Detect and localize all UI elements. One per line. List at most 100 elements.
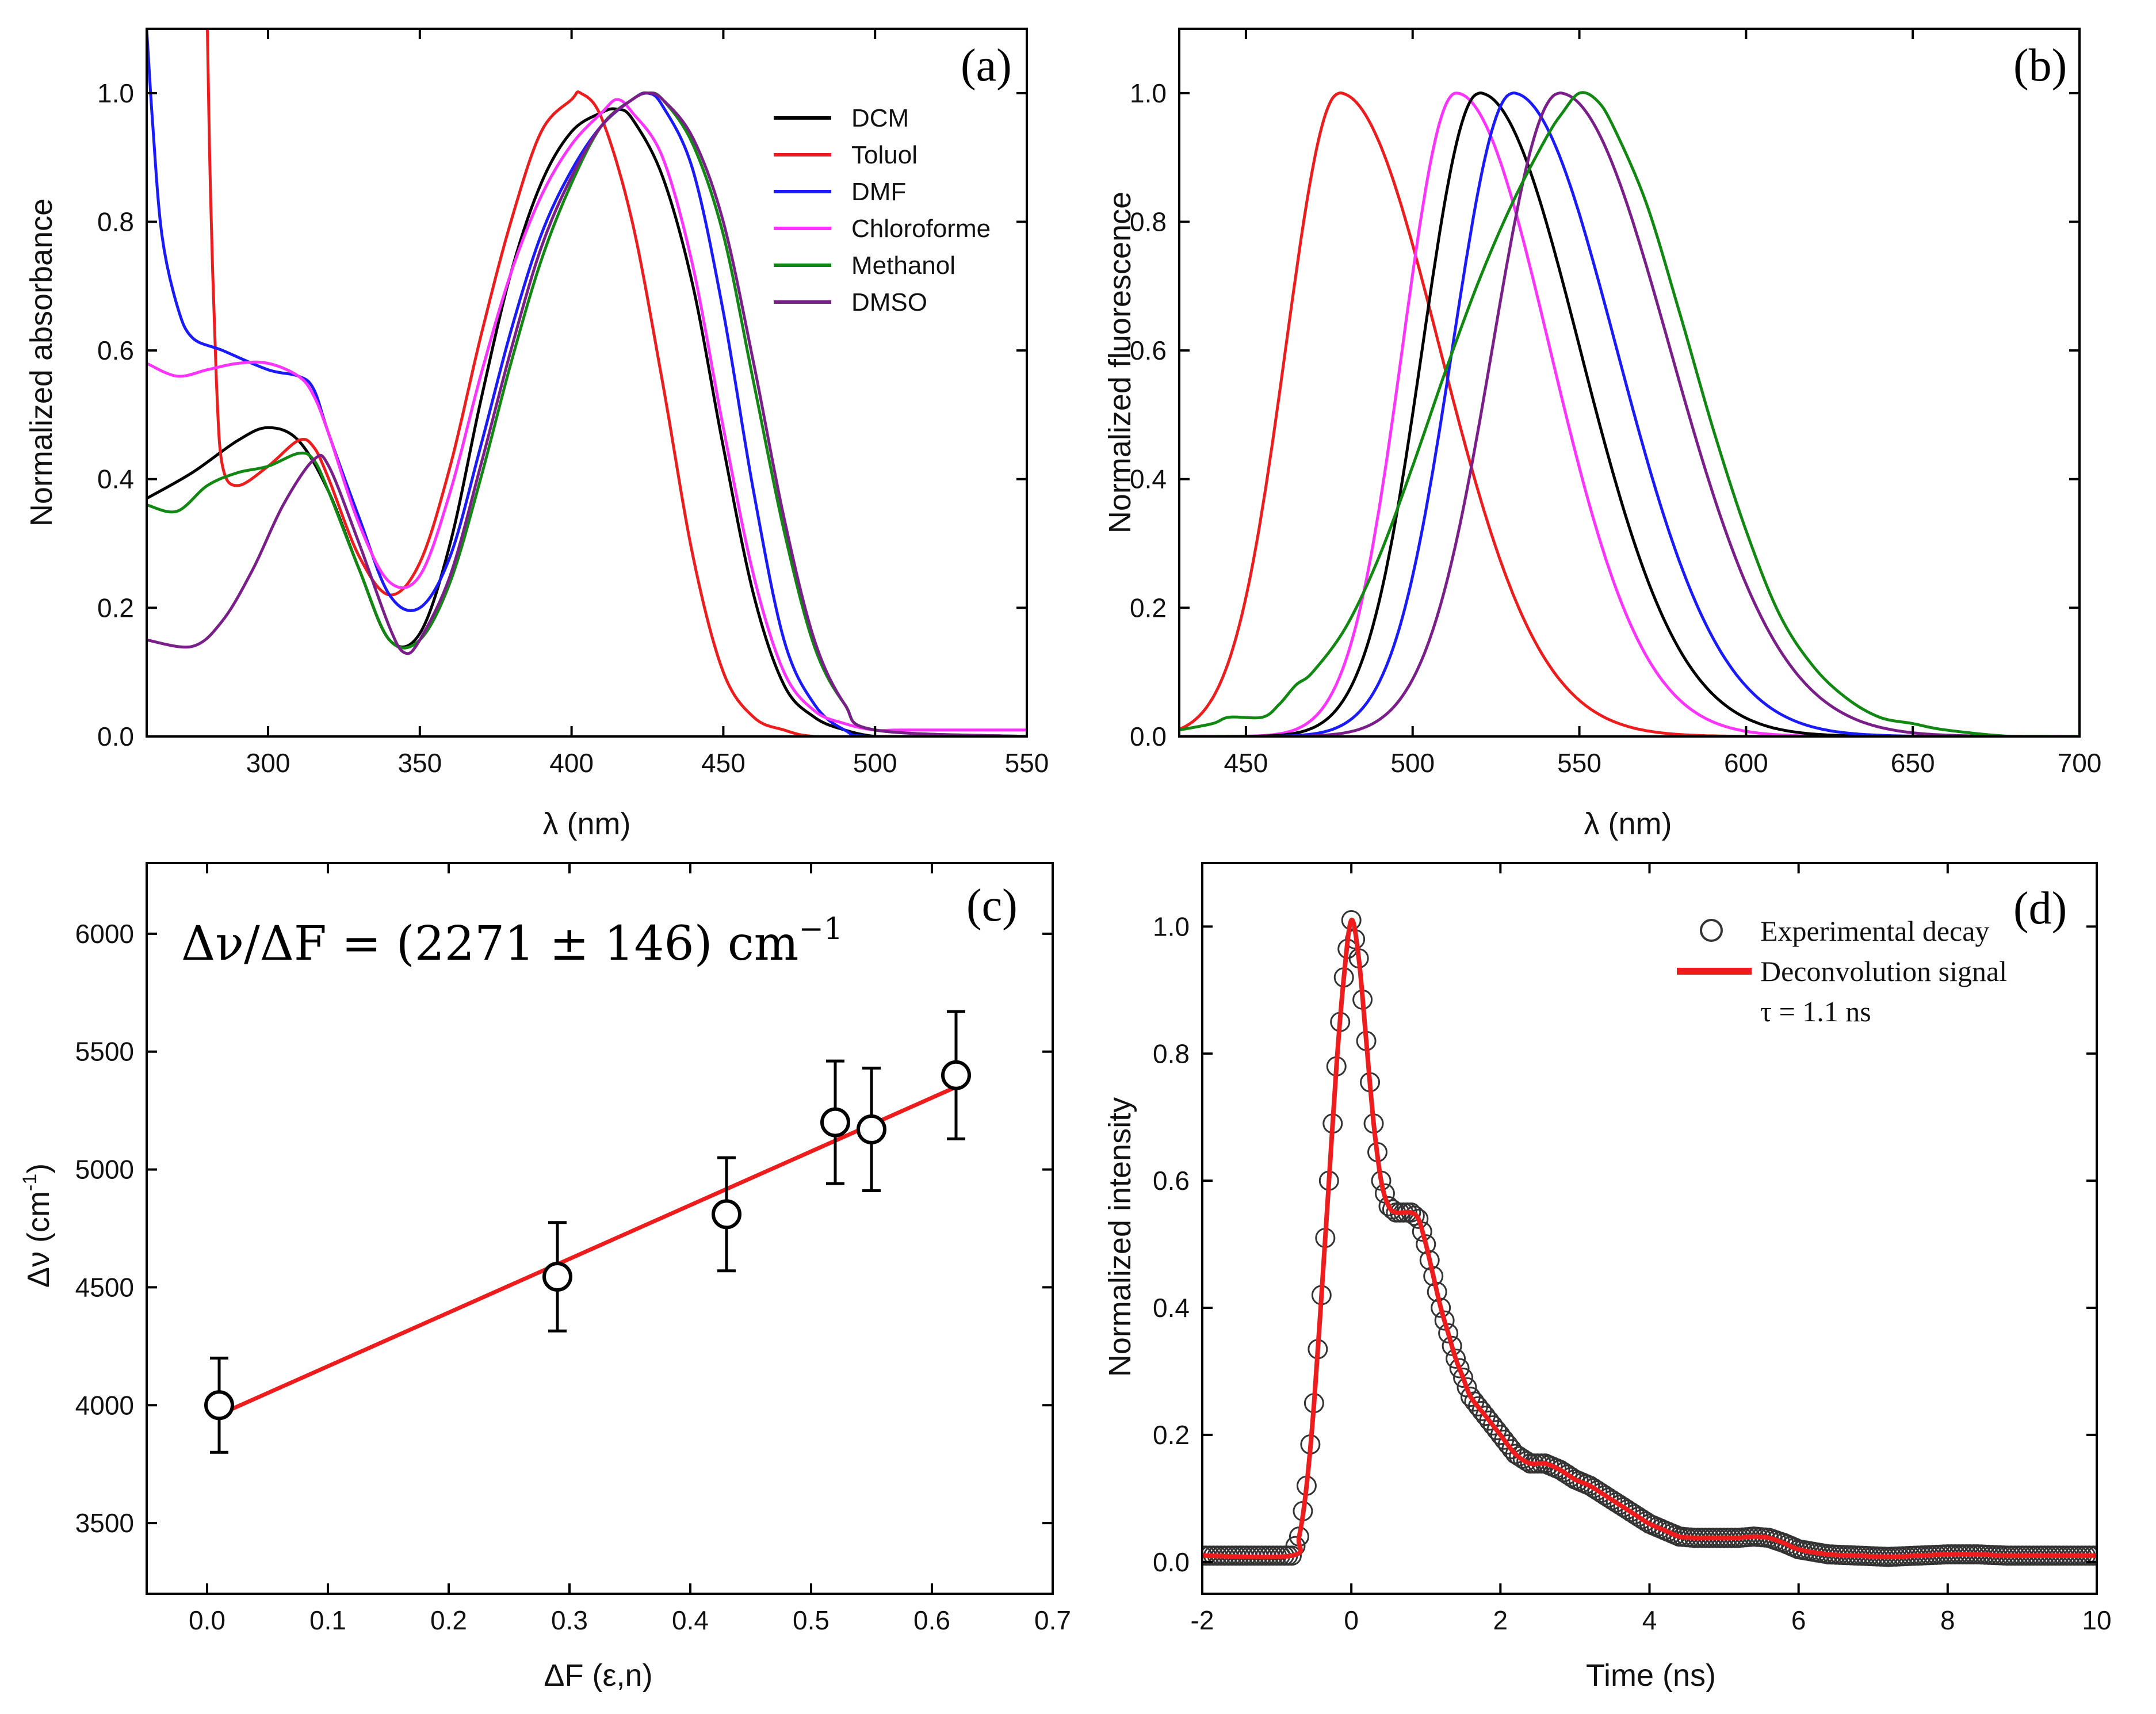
panel-a-frame — [146, 28, 1028, 738]
panel-d-decay-chart: -2 0 2 4 6 8 10 0.0 0.2 0.4 0.6 0.8 1.0 Time (ns) No… — [1103, 862, 2112, 1693]
panel-c-marker — [542, 1261, 572, 1292]
panel-b-series-chloroforme — [1179, 91, 2079, 736]
panel-b-xtick-label: 450 — [1224, 748, 1268, 778]
panel-a-series-dmso — [147, 91, 1027, 736]
panel-b-ylabel: Normalized fluorescence — [1103, 192, 1137, 533]
panel-a-ytick-label: 1.0 — [97, 78, 134, 108]
panel-b-frame — [1178, 28, 2081, 738]
panel-a-xtick-label: 300 — [246, 748, 290, 778]
panel-a-xtick-label: 350 — [397, 748, 442, 778]
panel-d-ytick-label: 0.8 — [1153, 1039, 1190, 1068]
panel-d-xtick-label: 10 — [2082, 1605, 2111, 1635]
panel-a-xlabel: λ (nm) — [543, 807, 631, 841]
panel-c-xtick-label: 0.1 — [309, 1605, 346, 1635]
legend-a-label-toluol: Toluol — [851, 141, 918, 169]
panel-c-ytick-label: 4500 — [75, 1272, 134, 1302]
panel-d-experimental-markers — [1202, 910, 2097, 1567]
panel-d-ytick-label: 0.4 — [1153, 1293, 1190, 1323]
panel-c-data-point — [857, 1066, 886, 1192]
panel-a-absorbance-chart: 300 350 400 450 500 550 0.0 0.2 0.4 0.6 0.8 1.0 λ (… — [24, 28, 1049, 841]
panel-c-annotation-sup: −1 — [798, 912, 843, 946]
panel-d-xlabel: Time (ns) — [1586, 1658, 1716, 1693]
legend-a-label-dmso: DMSO — [851, 288, 927, 316]
panel-a-series-dmf — [147, 29, 1027, 736]
legend-a-label-methanol: Methanol — [851, 251, 955, 280]
panel-c-ytick-label: 6000 — [75, 919, 134, 949]
legend-fit-label: Deconvolution signal — [1760, 955, 2007, 987]
panel-b-series-methanol — [1179, 91, 2079, 736]
panel-d-xtick-label: 0 — [1344, 1605, 1359, 1635]
panel-c-xlabel: ΔF (ε,n) — [544, 1658, 652, 1693]
panel-d-experimental-point — [1453, 1368, 1474, 1388]
panel-d-xtick-label: 8 — [1940, 1605, 1955, 1635]
legend-a-label-chloroforme: Chloroforme — [851, 215, 991, 243]
panel-a-series-toluol — [206, 29, 1027, 736]
panel-d-experimental-point — [1446, 1348, 1466, 1369]
panel-c-xtick-label: 0.0 — [189, 1605, 225, 1635]
panel-c-marker — [204, 1390, 234, 1421]
panel-c-data-point — [941, 1010, 971, 1140]
panel-c-ytick-label: 4000 — [75, 1390, 134, 1420]
panel-c-ylabel-close: ) — [21, 1163, 56, 1174]
panel-c-lippert-plot: 0.0 0.1 0.2 0.3 0.4 0.5 0.6 0.7 3500 4000 4500 5000… — [19, 862, 1071, 1693]
panel-d-experimental-point — [1438, 1323, 1459, 1343]
panel-b-series-toluol — [1179, 91, 2079, 736]
panel-b-xtick-label: 500 — [1390, 748, 1435, 778]
panel-d-legend: Experimental decay Deconvolution signal … — [1677, 915, 2007, 1028]
panel-b-series-dmf — [1179, 91, 2079, 736]
panel-d-fit-curve — [1202, 918, 2097, 1560]
panel-c-data-point — [820, 1059, 850, 1185]
panel-c-label: (c) — [966, 880, 1018, 931]
panel-c-data-point — [204, 1356, 234, 1454]
panel-d-experimental-point — [1442, 1335, 1462, 1356]
panel-b-xtick-label: 550 — [1557, 748, 1601, 778]
panel-c-xtick-label: 0.6 — [913, 1605, 950, 1635]
panel-d-xtick-label: 2 — [1493, 1605, 1508, 1635]
panel-b-ytick-label: 0.4 — [1130, 464, 1167, 494]
panel-b-label: (b) — [2013, 40, 2067, 91]
panel-d-ytick-label: 0.0 — [1153, 1547, 1190, 1577]
panel-c-data-point — [542, 1221, 572, 1333]
legend-experimental-marker — [1700, 919, 1723, 942]
panel-c-fit-line — [218, 1085, 957, 1417]
panel-a-xtick-label: 450 — [701, 748, 746, 778]
legend-a-label-dmf: DMF — [851, 178, 906, 206]
panel-b-ytick-label: 0.0 — [1130, 722, 1167, 751]
panel-c-marker — [941, 1060, 971, 1090]
legend-a-label-dcm: DCM — [851, 104, 909, 132]
panel-c-ytick-label: 5500 — [75, 1037, 134, 1067]
panel-b-xtick-label: 700 — [2058, 748, 2102, 778]
panel-d-experimental-point — [1434, 1310, 1455, 1331]
panel-a-xtick-label: 500 — [853, 748, 897, 778]
panel-a-xtick-label: 400 — [549, 748, 594, 778]
panel-d-xtick-label: 6 — [1791, 1605, 1806, 1635]
panel-b-xlabel: λ (nm) — [1584, 807, 1672, 841]
panel-c-marker — [820, 1107, 850, 1137]
panel-b-xtick-label: 650 — [1891, 748, 1935, 778]
panel-c-slope-annotation: Δν/ΔF = (2271 ± 146) cm−1 — [181, 912, 843, 971]
panel-c-ylabel-sup: -1 — [19, 1174, 41, 1191]
panel-b-ytick-label: 0.2 — [1130, 593, 1167, 623]
panel-d-ytick-label: 0.6 — [1153, 1166, 1190, 1196]
panel-c-data-point — [712, 1156, 741, 1273]
panel-b-series-dmso — [1179, 91, 2079, 736]
panel-a-ytick-label: 0.8 — [97, 207, 134, 236]
panel-c-ylabel: Δν (cm-1) — [19, 1163, 56, 1288]
panel-c-xtick-label: 0.4 — [672, 1605, 709, 1635]
panel-a-ytick-label: 0.6 — [97, 335, 134, 365]
legend-experimental-label: Experimental decay — [1760, 915, 1989, 947]
panel-b-fluorescence-chart: 450 500 550 600 650 700 0.0 0.2 0.4 0.6 0.8 1.0 λ (… — [1103, 28, 2102, 841]
panel-d-experimental-point — [1449, 1358, 1470, 1379]
panel-c-ylabel-main: Δν (cm — [21, 1191, 56, 1288]
panel-d-ytick-label: 0.2 — [1153, 1420, 1190, 1450]
panel-b-series-dcm — [1179, 91, 2079, 736]
panel-d-label: (d) — [2013, 883, 2067, 934]
panel-a-xtick-label: 550 — [1005, 748, 1049, 778]
panel-a-ytick-label: 0.0 — [97, 722, 134, 751]
panel-c-annotation-main: Δν/ΔF = (2271 ± 146) cm — [181, 917, 798, 971]
panel-a-legend: DCM Toluol DMF Chloroforme Methanol DMSO — [774, 104, 991, 316]
panel-a-ytick-label: 0.2 — [97, 593, 134, 623]
panel-b-ytick-label: 0.6 — [1130, 335, 1167, 365]
panel-d-ylabel: Normalized intensity — [1103, 1097, 1137, 1377]
